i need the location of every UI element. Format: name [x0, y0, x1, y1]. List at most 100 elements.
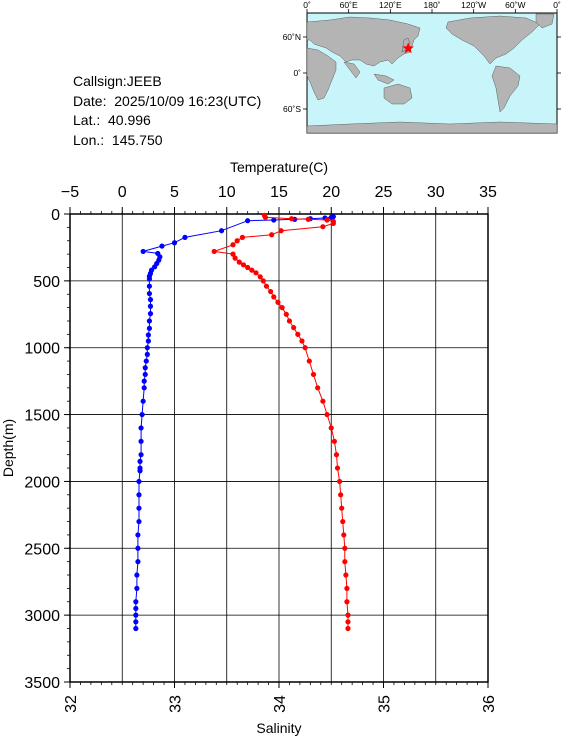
salinity-ticks: 32 33 34 35 36	[63, 682, 498, 713]
salinity-data-point	[315, 385, 321, 391]
temperature-data-point	[142, 365, 148, 371]
map-ticks: 0˚ 60˚E 120˚E 180˚ 120˚W 60˚W 0˚ 60˚N 0˚ 60˚S	[283, 0, 561, 114]
temperature-data-point	[155, 250, 161, 257]
salinity-data-point	[305, 216, 311, 222]
map-lat-label: 60˚S	[283, 104, 301, 114]
salinity-data-point	[230, 251, 236, 257]
greenland-landmass	[535, 13, 555, 29]
temperature-data-point	[182, 234, 188, 240]
salinity-data-point	[234, 238, 240, 244]
temperature-data-point	[146, 273, 153, 279]
antarctica-landmass	[306, 121, 558, 134]
salinity-data-point	[288, 216, 295, 222]
salinity-data-point	[331, 438, 337, 444]
salinity-data-point	[345, 612, 351, 618]
salinity-data-point	[334, 465, 341, 471]
salinity-data-point	[324, 217, 330, 223]
temperature-data-point	[148, 267, 155, 273]
salinity-data-point	[340, 518, 346, 525]
salinity-tick-label: 36	[481, 695, 498, 713]
temperature-data-point	[133, 605, 139, 612]
salinity-data-point	[337, 478, 343, 485]
salinity-data-point	[283, 311, 289, 317]
depth-tick-label: 500	[33, 274, 60, 291]
temperature-data-point	[139, 411, 145, 418]
salinity-data-point	[257, 274, 263, 280]
map-land	[306, 13, 558, 134]
salinity-data-point	[261, 212, 267, 218]
temperature-tick-label: 15	[270, 184, 288, 201]
salinity-data-point	[320, 224, 326, 230]
temperature-data-point	[133, 612, 139, 618]
callsign-text: Callsign:JEEB	[73, 73, 162, 89]
temperature-data-point	[142, 371, 148, 378]
temperature-tick-label: 25	[375, 184, 393, 201]
india-landmass	[343, 61, 361, 79]
temperature-data-point	[146, 276, 153, 282]
depth-tick-label: 2000	[24, 474, 60, 491]
temperature-data-point	[152, 264, 158, 270]
date-text: Date: 2025/10/09 16:23(UTC)	[73, 92, 262, 109]
salinity-tick-label: 32	[63, 695, 80, 713]
temperature-data-point	[171, 240, 178, 246]
temperature-data-point	[140, 398, 146, 404]
temperature-data-point	[146, 290, 153, 297]
temperature-data-point	[144, 345, 150, 351]
temperature-data-point	[136, 518, 142, 525]
depth-tick-label: 0	[51, 207, 60, 224]
depth-tick-label: 3000	[24, 608, 60, 625]
temperature-data-point	[146, 325, 153, 331]
eurasia-landmass	[306, 16, 421, 67]
salinity-data-point	[343, 572, 349, 578]
salinity-data-point	[230, 242, 236, 248]
salinity-tick-label: 34	[272, 695, 289, 713]
temperature-data-point	[245, 218, 251, 224]
map-lon-label: 60˚W	[505, 0, 525, 10]
salinity-data-point	[253, 270, 259, 276]
salinity-data-point	[344, 599, 350, 605]
salinity-data-point	[306, 358, 312, 364]
temperature-data-point	[328, 214, 334, 220]
temperature-data-point	[157, 254, 163, 260]
temperature-data-point	[133, 619, 139, 625]
salinity-data-point	[291, 325, 297, 331]
salinity-data-point	[342, 559, 348, 565]
latitude-text: Lat.: 40.996	[73, 112, 151, 128]
temperature-data-point	[307, 216, 313, 222]
map-lon-label: 120˚E	[379, 0, 402, 10]
salinity-data-point	[338, 492, 344, 498]
temperature-data-point	[143, 358, 149, 364]
map-lon-label: 0˚	[303, 0, 311, 10]
temperature-data-point	[147, 296, 154, 303]
temperature-data-point	[218, 228, 225, 234]
temperature-data-point	[147, 270, 154, 277]
temperature-tick-label: 30	[427, 184, 445, 201]
location-star-marker	[402, 42, 414, 54]
temperature-tick-label: −5	[61, 184, 79, 201]
salinity-data-point	[239, 234, 246, 240]
temperature-data-point	[147, 311, 154, 317]
salinity-data-point	[328, 425, 334, 431]
map-lon-label: 60˚E	[340, 0, 358, 10]
temperature-data-point	[133, 625, 139, 632]
temperature-data-point	[138, 452, 144, 458]
salinity-data-point	[232, 255, 238, 261]
salinity-data-point	[211, 248, 217, 255]
africa-landmass	[306, 47, 337, 101]
salinity-data-point	[330, 220, 336, 226]
salinity-data-point	[333, 452, 340, 458]
station-info: Callsign:JEEB Date: 2025/10/09 16:23(UTC…	[73, 72, 261, 150]
salinity-data-point	[324, 411, 330, 418]
map-lat-label: 0˚	[293, 68, 301, 78]
temperature-data-point	[136, 492, 142, 498]
salinity-data-point	[341, 532, 347, 538]
temperature-data-point	[137, 465, 143, 471]
australia-landmass	[383, 83, 413, 105]
temperature-data-point	[144, 351, 150, 357]
temperature-tick-label: 20	[322, 184, 340, 201]
temperature-data-point	[292, 216, 298, 222]
temperature-data-point	[156, 257, 162, 263]
salinity-data-point	[345, 625, 351, 632]
temperature-tick-label: 35	[479, 184, 497, 201]
temperature-data-point	[322, 215, 328, 221]
